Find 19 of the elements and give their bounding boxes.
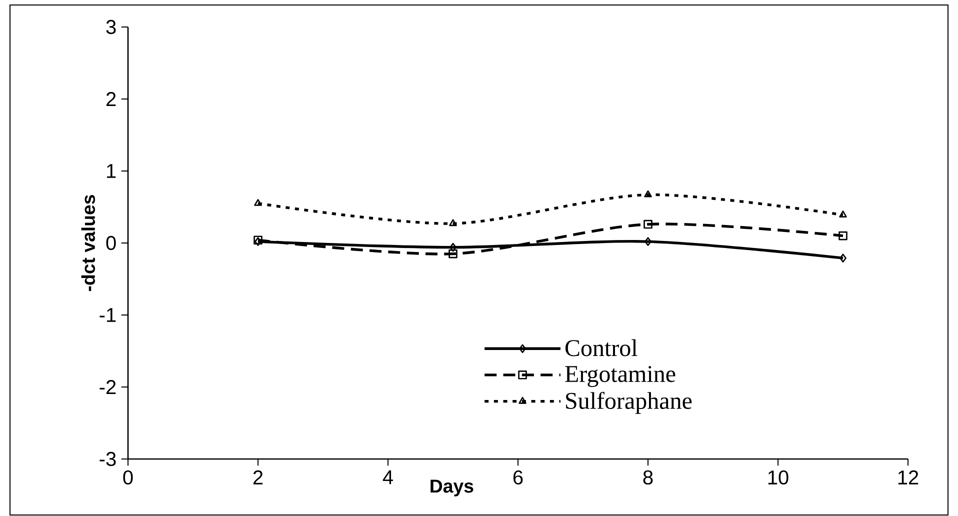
y-tick-label: 1	[107, 164, 116, 178]
y-axis-title: -dct values	[81, 195, 96, 292]
x-tick-label: 2	[253, 470, 263, 484]
legend-label: Ergotamine	[565, 366, 676, 388]
x-tick-label: 4	[382, 470, 393, 484]
y-tick-label: -3	[100, 452, 116, 466]
x-tick-label: 12	[898, 470, 918, 484]
x-axis-title: Days	[430, 480, 474, 496]
x-tick-label: 10	[768, 470, 788, 485]
x-tick-label: 8	[643, 470, 653, 485]
legend-label: Control	[565, 339, 638, 356]
y-tick-label: 3	[106, 20, 116, 34]
y-tick-label: 2	[106, 92, 116, 106]
legend-label: Sulforaphane	[566, 392, 692, 414]
y-tick-label: -2	[100, 380, 116, 394]
y-tick-label: 0	[106, 236, 116, 250]
y-tick-label: -1	[100, 308, 116, 322]
x-tick-label: 0	[123, 470, 133, 485]
x-tick-label: 6	[513, 470, 523, 485]
